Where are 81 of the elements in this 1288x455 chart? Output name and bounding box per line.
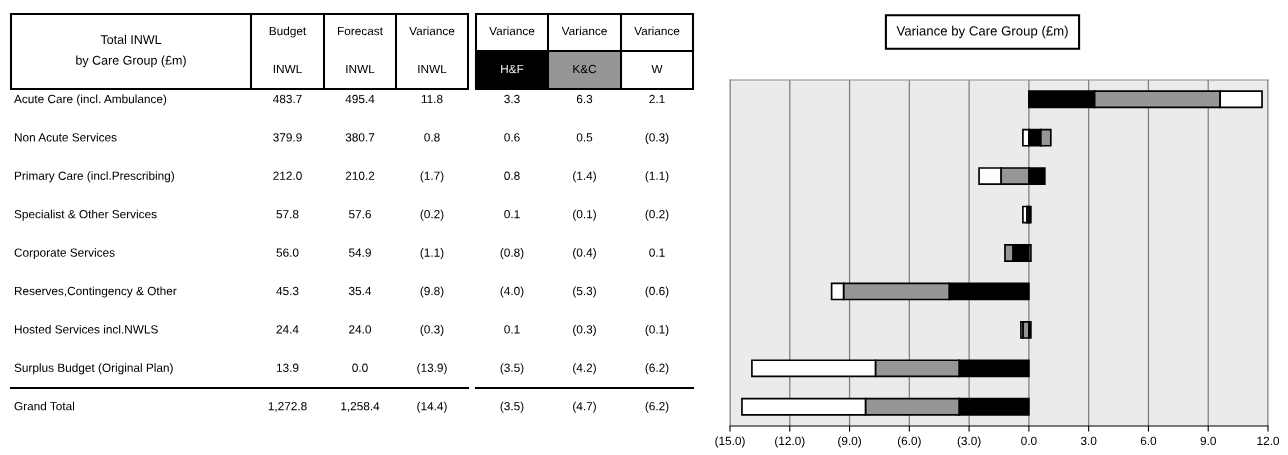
text: Variance K&C <box>561 26 607 74</box>
data-label: 212.0 <box>273 171 302 180</box>
data-label: 56.0 <box>276 248 299 257</box>
text: Forecast INWL <box>338 26 383 74</box>
data-label: (0.6) <box>645 286 669 298</box>
data-label: (5.3) <box>573 286 596 298</box>
data-label: 1,258.4 <box>341 402 380 412</box>
category-label: Primary Care (incl.Prescribing) <box>14 171 174 183</box>
data-label: (9.8) <box>420 286 444 298</box>
category-label: Grand Total <box>14 401 75 411</box>
data-label: 57.8 <box>276 210 299 219</box>
data-label: 3.3 <box>504 94 520 104</box>
data-label: 0.0 <box>352 363 368 372</box>
x-tick-label: 0.0 <box>1021 436 1037 446</box>
data-label: (0.3) <box>420 324 444 336</box>
data-label: 210.2 <box>345 171 375 180</box>
text: Total INWL by Care Group (£m) <box>76 34 186 68</box>
data-label: 54.9 <box>348 248 371 257</box>
data-label: (13.9) <box>417 363 447 375</box>
data-label: 380.7 <box>345 133 375 142</box>
x-tick-label: (9.0) <box>838 436 861 448</box>
data-label: 35.4 <box>348 286 372 296</box>
data-label: 6.3 <box>576 94 593 104</box>
data-label: 379.9 <box>273 133 302 142</box>
x-tick-label: 9.0 <box>1200 436 1216 446</box>
data-label: (1.4) <box>573 171 596 183</box>
x-tick-label: (6.0) <box>897 436 921 448</box>
data-label: 45.3 <box>276 286 299 296</box>
data-label: (1.1) <box>645 171 669 183</box>
category-label: Reserves,Contingency & Other <box>14 286 177 298</box>
data-label: (0.3) <box>573 324 596 336</box>
text: Variance INWL <box>409 26 455 74</box>
data-label: (0.2) <box>420 209 444 221</box>
data-label: 2.1 <box>649 94 665 104</box>
text: Budget INWL <box>269 26 307 74</box>
data-label: 1,272.8 <box>268 402 307 412</box>
category-label: Acute Care (incl. Ambulance) <box>14 94 167 106</box>
data-label: 0.5 <box>576 133 593 142</box>
x-tick-label: 6.0 <box>1140 436 1157 446</box>
data-label: (0.8) <box>500 248 524 260</box>
data-label: (3.5) <box>500 401 524 413</box>
data-label: (0.3) <box>645 132 669 144</box>
data-label: 24.0 <box>349 325 372 334</box>
data-label: 495.4 <box>345 94 375 104</box>
data-label: 0.8 <box>424 133 440 142</box>
data-label: 0.8 <box>504 171 520 180</box>
data-label: (6.2) <box>645 363 669 375</box>
data-label: (4.0) <box>500 286 524 298</box>
data-label: (1.7) <box>420 171 444 183</box>
data-label: 0.1 <box>504 210 520 219</box>
data-label: 11.8 <box>421 94 443 104</box>
text: Variance H&F <box>489 26 535 74</box>
data-label: (0.2) <box>645 209 669 221</box>
data-label: 57.6 <box>348 210 371 219</box>
data-label: 483.7 <box>273 94 302 104</box>
data-label: 0.1 <box>504 325 520 334</box>
data-label: (1.1) <box>420 248 444 260</box>
data-label: 13.9 <box>276 363 299 372</box>
text: Variance W <box>634 26 680 74</box>
x-tick-label: (12.0) <box>775 436 805 448</box>
data-label: (4.7) <box>573 401 596 413</box>
category-label: Surplus Budget (Original Plan) <box>14 363 173 375</box>
data-label: (4.2) <box>573 363 596 375</box>
x-tick-label: 12.0 <box>1257 436 1280 446</box>
category-label: Specialist & Other Services <box>14 209 157 221</box>
data-label: (6.2) <box>645 401 669 413</box>
data-label: 0.1 <box>649 248 665 257</box>
x-tick-label: (15.0) <box>715 436 745 448</box>
data-label: (0.1) <box>645 324 669 336</box>
data-label: (3.5) <box>500 363 524 375</box>
category-label: Non Acute Services <box>14 132 117 142</box>
data-label: 24.4 <box>276 325 299 334</box>
x-tick-label: (3.0) <box>957 436 981 448</box>
chart-title: Variance by Care Group (£m) <box>896 25 1068 39</box>
data-label: (14.4) <box>417 401 447 413</box>
data-label: 0.6 <box>504 133 520 142</box>
category-label: Hosted Services incl.NWLS <box>14 324 158 334</box>
data-label: (0.4) <box>573 248 596 260</box>
data-label: (0.1) <box>573 209 596 221</box>
category-label: Corporate Services <box>14 248 115 260</box>
x-tick-label: 3.0 <box>1080 436 1097 446</box>
